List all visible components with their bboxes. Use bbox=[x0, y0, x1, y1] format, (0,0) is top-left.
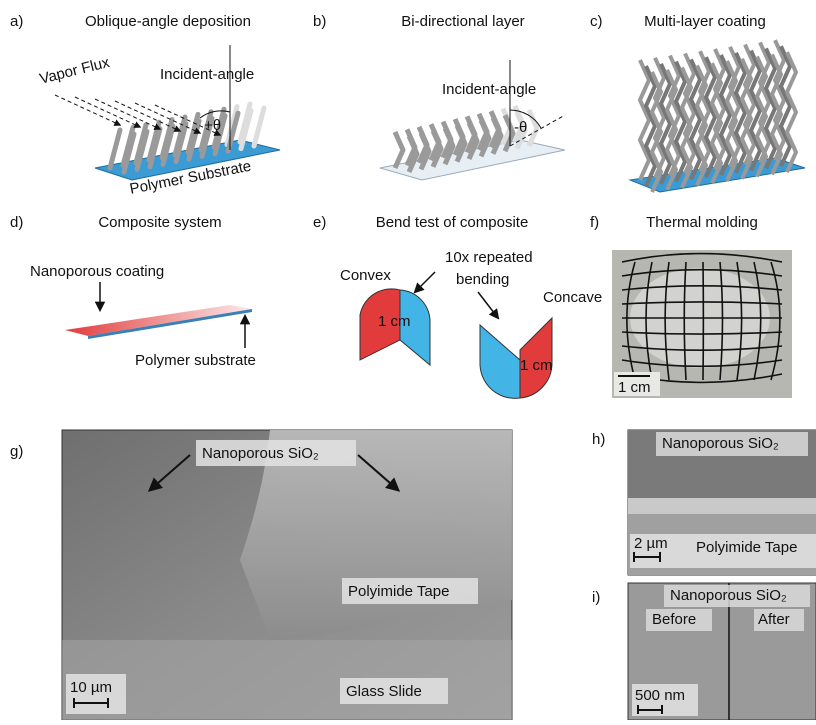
annotation: Convex bbox=[340, 267, 391, 284]
annotation: After bbox=[758, 611, 790, 628]
panel-title: Bend test of composite bbox=[376, 214, 529, 231]
flux-arrow bbox=[75, 97, 140, 127]
panel-title: Composite system bbox=[98, 214, 221, 231]
panel-title: Multi-layer coating bbox=[644, 13, 766, 30]
annotation: 10x repeated bbox=[445, 249, 533, 266]
flux-arrow bbox=[55, 95, 120, 125]
concave-blue bbox=[480, 325, 520, 398]
annotation: 2 µm bbox=[634, 535, 668, 552]
panel-label: i) bbox=[592, 589, 600, 606]
annotation: 1 cm bbox=[378, 313, 411, 330]
annotation: Polymer substrate bbox=[135, 352, 256, 369]
annotation: 500 nm bbox=[635, 687, 685, 704]
flux-arrow bbox=[95, 99, 160, 129]
annotation: Nanoporous SiO₂ bbox=[662, 435, 779, 452]
annotation: 1 cm bbox=[618, 379, 651, 396]
annotation: Glass Slide bbox=[346, 683, 422, 700]
annotation: Incident-angle bbox=[160, 66, 254, 83]
coating bbox=[65, 305, 252, 336]
panel-label: h) bbox=[592, 431, 605, 448]
panel-label: g) bbox=[10, 443, 23, 460]
annotation: bending bbox=[456, 271, 509, 288]
annotation: Polyimide Tape bbox=[348, 583, 449, 600]
annotation: Concave bbox=[543, 289, 602, 306]
panel-label: d) bbox=[10, 214, 23, 231]
pillar bbox=[254, 108, 264, 146]
pillar bbox=[640, 60, 649, 180]
pillar bbox=[529, 110, 537, 146]
annotation: Nanoporous SiO₂ bbox=[670, 587, 787, 604]
pillars bbox=[640, 40, 796, 192]
panel-label: b) bbox=[313, 13, 326, 30]
annotation: Polyimide Tape bbox=[696, 539, 797, 556]
pillar bbox=[110, 130, 120, 168]
annotation: Nanoporous SiO₂ bbox=[202, 445, 319, 462]
annotation: Incident-angle bbox=[442, 81, 536, 98]
panel-label: e) bbox=[313, 214, 326, 231]
panel-label: f) bbox=[590, 214, 599, 231]
annotation: 10 µm bbox=[70, 679, 112, 696]
pillar bbox=[395, 132, 403, 168]
annotation: +θ bbox=[204, 117, 221, 134]
panel-title: Bi-directional layer bbox=[401, 13, 524, 30]
annotation: Vapor Flux bbox=[38, 54, 112, 88]
panel-title: Thermal molding bbox=[646, 214, 758, 231]
annotation: Nanoporous coating bbox=[30, 263, 164, 280]
panel-label: c) bbox=[590, 13, 603, 30]
annotation: Before bbox=[652, 611, 696, 628]
panel-title: Oblique-angle deposition bbox=[85, 13, 251, 30]
annotation: 1 cm bbox=[520, 357, 553, 374]
arrow bbox=[478, 292, 498, 318]
panel-label: a) bbox=[10, 13, 23, 30]
arrow bbox=[415, 272, 435, 292]
interface bbox=[628, 498, 816, 514]
annotation: -θ bbox=[514, 119, 527, 136]
